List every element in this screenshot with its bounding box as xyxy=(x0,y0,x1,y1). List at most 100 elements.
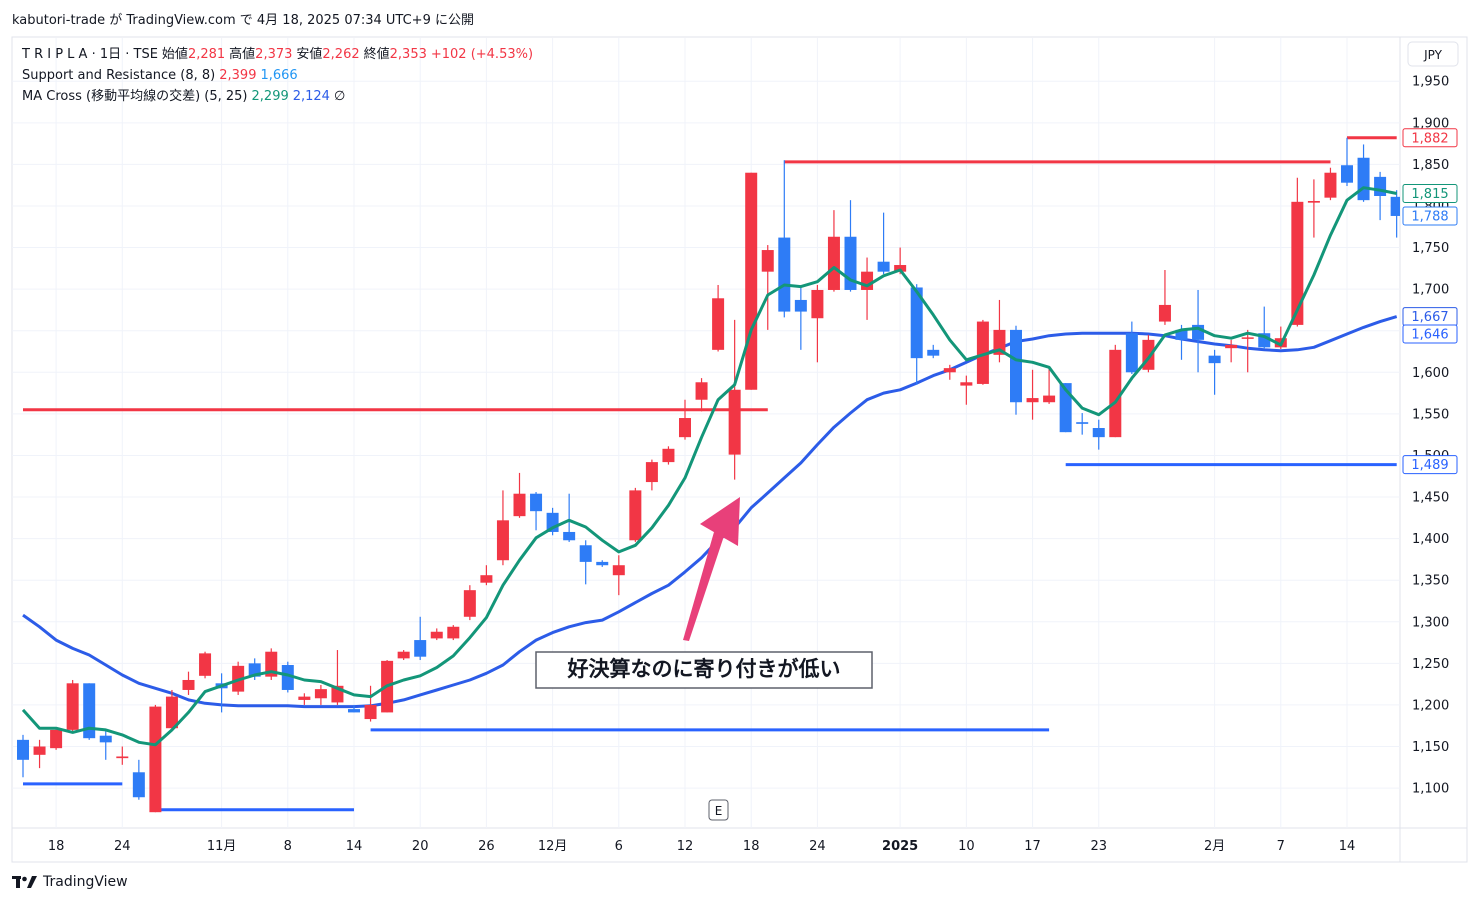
candle-body xyxy=(1010,329,1022,403)
candle-body xyxy=(149,706,162,813)
y-tick-label: 1,100 xyxy=(1412,782,1449,797)
candle-body xyxy=(1241,337,1254,339)
candle-body xyxy=(447,626,460,639)
y-tick-label: 1,750 xyxy=(1412,241,1449,256)
y-tick-label: 1,450 xyxy=(1412,491,1449,506)
candle-body xyxy=(811,289,824,319)
price-tag-label: 1,646 xyxy=(1411,328,1448,343)
candle-body xyxy=(827,236,840,290)
candle-body xyxy=(364,704,377,720)
legend-change: +102 (+4.53%) xyxy=(430,47,534,62)
candle-body xyxy=(645,462,658,483)
candle-body xyxy=(596,561,609,566)
x-tick-label: 12 xyxy=(677,839,694,854)
price-tag xyxy=(1402,184,1458,204)
ohlc-value: 2,281 xyxy=(187,47,226,62)
candle-body xyxy=(877,261,890,272)
legend-symbol: T R I P L A · 1日 · TSE xyxy=(22,47,158,62)
arrow-shaft xyxy=(683,532,724,641)
annotation-frame xyxy=(535,651,873,689)
candle-body xyxy=(927,349,940,356)
publish-header: kabutori-trade が TradingView.com で 4月 18… xyxy=(12,13,474,28)
ma-line xyxy=(21,186,1397,747)
y-tick-label: 1,550 xyxy=(1412,407,1449,422)
indicator-value: 2,299 xyxy=(251,89,289,104)
candle-body xyxy=(496,520,509,561)
candle-body xyxy=(182,679,195,690)
x-tick-label: 24 xyxy=(114,839,131,854)
candle-body xyxy=(1076,422,1089,424)
candle-body xyxy=(265,651,278,677)
price-tag xyxy=(1402,324,1458,344)
y-tick-label: 1,200 xyxy=(1412,698,1449,713)
chart: 好決算なのに寄り付きが低い E JPY 1,100 1,150 1,200 1,250… xyxy=(11,36,1468,863)
indicator-name: Support and Resistance (8, 8) xyxy=(22,68,216,83)
candle-body xyxy=(397,651,410,659)
y-tick-label: 1,850 xyxy=(1412,158,1449,173)
price-tags: 1,882 1,815 1,788 1,667 1,646 1,489 xyxy=(1402,128,1458,475)
y-tick-label: 1,700 xyxy=(1412,283,1449,298)
candle-body xyxy=(116,756,129,759)
x-tick-label: 8 xyxy=(284,839,292,854)
candle-body xyxy=(679,418,691,438)
candle-body xyxy=(794,299,807,312)
candle-body xyxy=(1026,398,1039,403)
candle-body xyxy=(579,545,592,562)
candle-body xyxy=(1043,395,1056,403)
ohlc-label: 安値 xyxy=(296,47,323,62)
footer: TradingView xyxy=(12,874,128,890)
candle-body xyxy=(1225,344,1238,349)
candle-body xyxy=(778,237,791,312)
y-tick-label: 1,150 xyxy=(1412,740,1449,755)
x-tick-label: 12月 xyxy=(538,839,568,854)
ohlc-value: 2,353 xyxy=(389,47,427,62)
candle-body xyxy=(1158,304,1171,322)
candle-body xyxy=(50,729,63,749)
candle-body xyxy=(1307,200,1320,203)
x-tick-label: 7 xyxy=(1277,839,1285,854)
candle-body xyxy=(132,772,145,798)
arrow-head xyxy=(700,497,740,546)
x-tick-label: 23 xyxy=(1090,839,1107,854)
candle-body xyxy=(314,689,327,699)
price-tag-label: 1,667 xyxy=(1411,310,1448,325)
candle-body xyxy=(199,653,212,676)
y-tick-label: 1,950 xyxy=(1412,75,1449,90)
candle-body xyxy=(761,250,774,272)
candle-body xyxy=(33,746,46,755)
y-tick-label: 1,600 xyxy=(1412,366,1449,381)
currency-label: JPY xyxy=(1423,48,1443,62)
ohlc-label: 高値 xyxy=(229,47,256,62)
candle-body xyxy=(1324,172,1337,198)
candle-body xyxy=(612,565,625,576)
candle-body xyxy=(281,665,294,690)
candle-body xyxy=(480,575,493,583)
price-tag xyxy=(1402,128,1458,148)
x-tick-label: 14 xyxy=(1339,839,1356,854)
x-tick-label: 11月 xyxy=(207,839,237,854)
candle-body xyxy=(463,590,476,617)
y-tick-label: 1,400 xyxy=(1412,532,1449,547)
candle-body xyxy=(1109,349,1122,438)
candle-body xyxy=(1291,201,1304,325)
annotation-arrow xyxy=(683,497,740,641)
candle-body xyxy=(1208,355,1221,364)
footer-brand: TradingView xyxy=(43,874,128,890)
legend-row: MA Cross (移動平均線の交差) (5, 25) 2,299 2,124 ∅ xyxy=(22,86,537,107)
currency-box xyxy=(1407,41,1459,67)
candle-body xyxy=(1125,333,1138,373)
candle-body xyxy=(99,735,112,743)
y-tick-label: 1,250 xyxy=(1412,657,1449,672)
candle-body xyxy=(1341,165,1353,183)
candle-body xyxy=(414,640,427,657)
x-tick-label: 2月 xyxy=(1204,839,1225,854)
x-tick-label: 24 xyxy=(809,839,826,854)
ohlc-value: 2,373 xyxy=(255,47,293,62)
x-tick-label: 2025 xyxy=(882,839,918,854)
x-tick-label: 18 xyxy=(743,839,760,854)
y-tick-label: 1,350 xyxy=(1412,574,1449,589)
x-tick-label: 20 xyxy=(412,839,429,854)
candle-body xyxy=(563,531,576,541)
price-tag xyxy=(1402,455,1458,475)
candle-body xyxy=(66,683,79,730)
